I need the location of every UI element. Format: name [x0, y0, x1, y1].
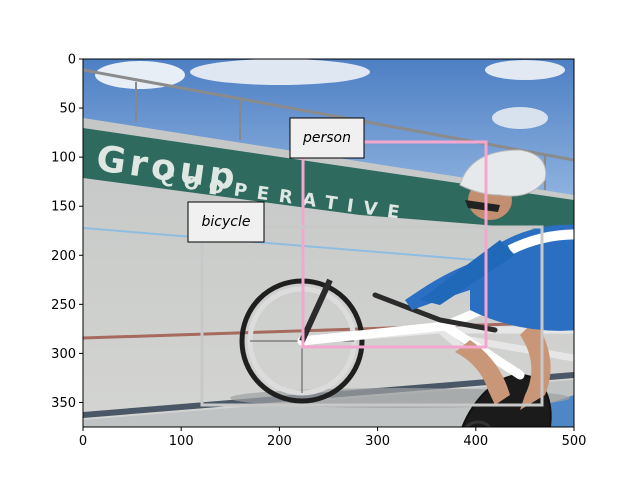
y-tick-label: 50 [59, 102, 76, 117]
x-tick-label: 0 [79, 434, 87, 449]
y-axis: 0 50 100 150 200 250 300 350 [51, 53, 83, 411]
y-tick-label: 250 [51, 298, 76, 313]
handlebar [372, 292, 498, 333]
helmet [459, 149, 547, 197]
track-line-red [83, 320, 574, 340]
label-bicycle: bicycle [202, 214, 251, 230]
annotation-bicycle: bicycle [187, 201, 544, 407]
label-box-bicycle [187, 201, 265, 243]
cloud [190, 59, 370, 85]
cloud [492, 107, 548, 129]
fork [299, 278, 333, 343]
x-tick-label: 100 [169, 434, 194, 449]
cyclist [405, 149, 574, 480]
label-person: person [302, 130, 351, 146]
photo: Group COOPERATIVE [83, 59, 574, 480]
x-tick-label: 300 [365, 434, 390, 449]
label-box-person [289, 117, 365, 159]
annotation-person: person [289, 117, 488, 349]
y-tick-label: 100 [51, 151, 76, 166]
rider-shoe [490, 440, 560, 480]
x-tick-label: 400 [463, 434, 488, 449]
y-tick-label: 350 [51, 396, 76, 411]
x-tick-label: 500 [562, 434, 587, 449]
cloud [95, 61, 185, 89]
y-tick-label: 200 [51, 249, 76, 264]
green-banner [83, 128, 574, 232]
x-tick-label: 200 [267, 434, 292, 449]
sunglasses [465, 200, 500, 212]
bounding-box-person [301, 140, 488, 349]
bounding-box-bicycle [200, 225, 544, 407]
cloud [485, 60, 565, 80]
y-tick-label: 300 [51, 347, 76, 362]
railing [83, 68, 574, 162]
image-frame [82, 58, 575, 428]
y-tick-label: 150 [51, 200, 76, 215]
x-axis: 0 100 200 300 400 500 [79, 427, 587, 449]
y-tick-label: 0 [68, 53, 76, 68]
